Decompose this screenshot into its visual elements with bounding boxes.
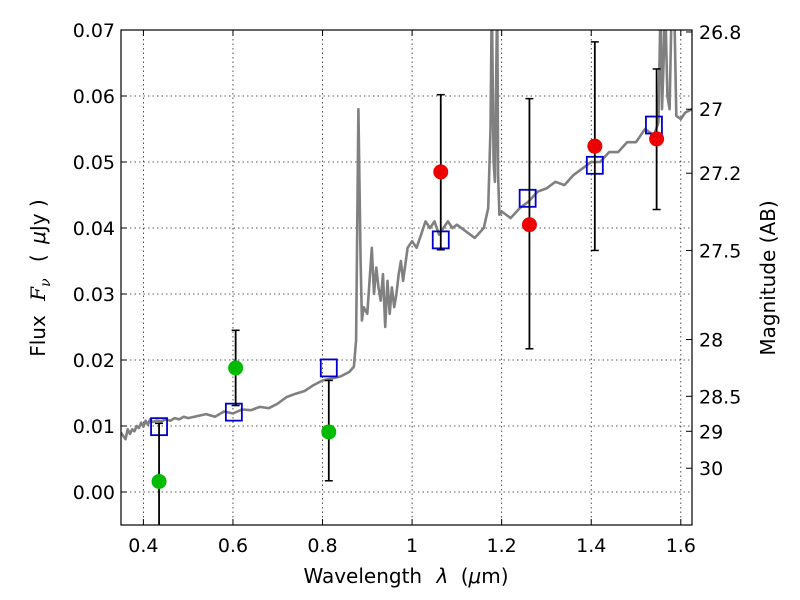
measured-flux-point bbox=[521, 217, 537, 233]
measured-flux-point bbox=[587, 138, 603, 154]
x-tick-label: 0.8 bbox=[307, 535, 337, 557]
y-tick-label: 0.07 bbox=[73, 20, 115, 42]
y-tick-label: 0.04 bbox=[73, 218, 115, 240]
plot-frame bbox=[120, 29, 693, 526]
x-tick-label: 1 bbox=[406, 535, 418, 557]
y2-tick-label: 26.8 bbox=[699, 22, 741, 44]
measured-flux-point bbox=[433, 164, 449, 180]
model-flux-square bbox=[518, 188, 537, 208]
y-tick-label: 0.03 bbox=[73, 284, 115, 306]
y-tick-label: 0.05 bbox=[73, 152, 115, 174]
y2-tick-label: 30 bbox=[699, 458, 723, 480]
y-tick-label: 0.00 bbox=[73, 482, 115, 504]
model-flux-square bbox=[319, 358, 338, 378]
y2-tick-label: 28 bbox=[699, 330, 723, 352]
y2-tick-label: 27.2 bbox=[699, 163, 741, 185]
x-axis-ticks: 0.4 0.6 0.8 1 1.2 1.4 1.6 bbox=[128, 30, 696, 557]
y-axis-ticks: 0.00 0.01 0.02 0.03 0.04 0.05 0.06 0.07 bbox=[73, 20, 127, 504]
sed-model-line bbox=[121, 30, 692, 441]
y-tick-label: 0.02 bbox=[73, 350, 115, 372]
x-tick-label: 1.4 bbox=[576, 535, 606, 557]
measured-flux-point bbox=[321, 424, 337, 440]
y2-axis-ticks: 26.8 27 27.2 27.5 28 28.5 29 30 bbox=[686, 22, 741, 480]
x-axis-title: Wavelength λ (μm) bbox=[303, 564, 508, 588]
measured-flux-point bbox=[649, 131, 665, 147]
y-tick-label: 0.01 bbox=[73, 416, 115, 438]
y2-tick-label: 27 bbox=[699, 99, 723, 121]
measured-flux-point bbox=[151, 473, 167, 489]
model-flux-square bbox=[224, 402, 243, 422]
markers bbox=[150, 41, 665, 525]
y2-tick-label: 28.5 bbox=[699, 386, 741, 408]
y-axis-title: Flux Fν ( μJy ) bbox=[26, 199, 55, 357]
y2-tick-label: 27.5 bbox=[699, 240, 741, 262]
x-tick-label: 1.6 bbox=[666, 535, 696, 557]
y2-axis-title: Magnitude (AB) bbox=[756, 200, 780, 355]
x-tick-label: 0.4 bbox=[128, 535, 158, 557]
measured-flux-point bbox=[228, 360, 244, 376]
x-tick-label: 1.2 bbox=[487, 535, 517, 557]
y-tick-label: 0.06 bbox=[73, 86, 115, 108]
y2-tick-label: 29 bbox=[699, 421, 723, 443]
x-tick-label: 0.6 bbox=[218, 535, 248, 557]
grid bbox=[121, 29, 692, 525]
